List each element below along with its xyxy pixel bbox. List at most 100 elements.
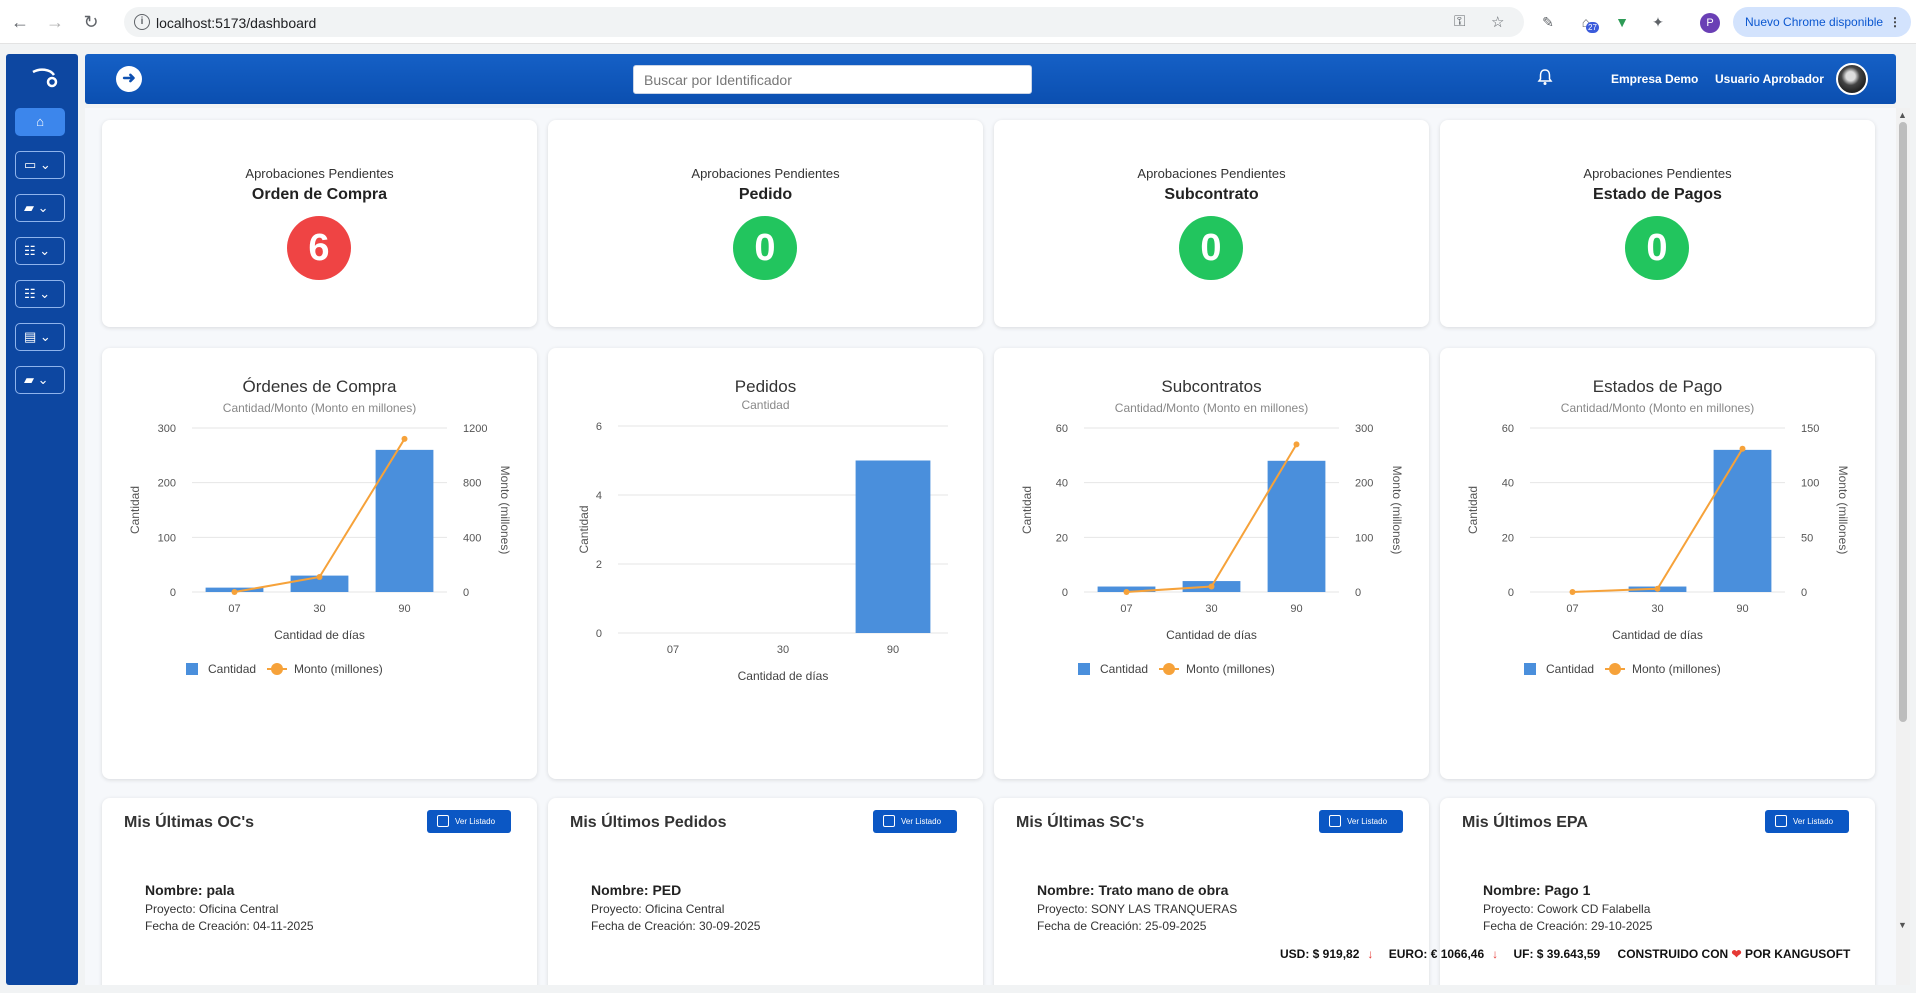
app-logo-icon[interactable] [30,66,58,90]
password-key-icon[interactable]: ⚿ [1454,13,1466,30]
ver-listado-label: Ver Listado [901,817,942,826]
company-name[interactable]: Empresa Demo [1611,72,1699,86]
line-point [1123,589,1130,595]
y-tick-label: 300 [158,423,176,435]
sidebar-money-menu[interactable]: ▤ ⌄ [15,323,65,351]
line-point [1208,583,1215,590]
scrollbar-thumb[interactable] [1899,122,1907,722]
sidebar-monitor-menu[interactable]: ▭ ⌄ [15,151,65,179]
more-menu-icon[interactable]: ⋮ [1889,15,1901,29]
forward-icon[interactable]: → [46,12,64,32]
y-tick-label: 0 [1508,587,1514,599]
legend-swatch-cantidad [1524,663,1536,675]
chrome-update-label: Nuevo Chrome disponible [1745,15,1884,29]
line-point [231,589,238,595]
legend-label-cantidad: Cantidad [1546,662,1594,676]
ver-listado-button[interactable]: Ver Listado [1319,810,1403,833]
list-item-project: Proyecto: Oficina Central [145,902,279,916]
y-tick-label: 6 [596,421,602,433]
chrome-update-button[interactable]: Nuevo Chrome disponible ⋮ [1733,7,1911,37]
sidebar-tree-menu[interactable]: ☷ ⌄ [15,237,65,265]
kpi-count-badge[interactable]: 0 [1179,216,1243,280]
sidebar-folder-menu[interactable]: ▰ ⌄ [15,194,65,222]
x-tick-label: 30 [1205,603,1217,615]
browser-toolbar: ← → ↻ i localhost:5173/dashboard ⚿ ☆ ✎ ⌂… [0,0,1916,44]
back-icon[interactable]: ← [11,12,29,32]
sidebar-folder-menu-2[interactable]: ▰ ⌄ [15,366,65,394]
eyedropper-extension-icon[interactable]: ✎ [1542,14,1554,30]
list-card-oc: Mis Últimas OC's Ver Listado Nombre: pal… [102,798,537,985]
y-axis-label: Cantidad [577,505,591,553]
x-tick-label: 07 [1120,603,1132,615]
list-item-name[interactable]: Nombre: Trato mano de obra [1037,882,1229,898]
legend-label-monto: Monto (millones) [1632,662,1721,676]
money-icon: ▤ [24,329,37,344]
y-axis-label: Cantidad [1020,486,1034,534]
sidebar-tree-menu-2[interactable]: ☷ ⌄ [15,280,65,308]
y2-tick-label: 100 [1801,478,1819,490]
legend-swatch-cantidad [186,663,198,675]
kpi-count-badge[interactable]: 0 [733,216,797,280]
url-text[interactable]: localhost:5173/dashboard [156,15,317,31]
bookmark-star-icon[interactable]: ☆ [1491,14,1505,31]
x-tick-label: 07 [667,644,679,656]
bar [375,449,434,592]
y2-tick-label: 0 [463,587,469,599]
legend-label-cantidad: Cantidad [1100,662,1148,676]
profile-avatar[interactable]: P [1700,13,1720,33]
notification-bell-icon[interactable] [1537,68,1553,91]
ver-listado-button[interactable]: Ver Listado [873,810,957,833]
monitor-icon: ▭ [24,157,37,172]
chart-card-pedidos: Pedidos Cantidad 0 2 4 6 Cantidad 07 30 90 Cantida… [548,348,983,779]
ver-listado-button[interactable]: Ver Listado [1765,810,1849,833]
scroll-down-icon[interactable]: ▼ [1898,920,1907,930]
list-title: Mis Últimos EPA [1462,814,1588,831]
chart-title: Subcontratos [1161,377,1261,396]
y2-axis-label: Monto (millones) [498,466,512,555]
search-input[interactable] [633,65,1032,94]
line-point [1739,445,1746,452]
legend-swatch-cantidad [1078,663,1090,675]
list-title: Mis Últimas SC's [1016,814,1145,831]
sidebar-home-button[interactable]: ⌂ [15,108,65,136]
x-tick-label: 90 [398,603,410,615]
kpi-title: Subcontrato [1164,186,1259,203]
user-name[interactable]: Usuario Aprobador [1715,72,1824,86]
chart-card-ordenes: Órdenes de Compra Cantidad/Monto (Monto e… [102,348,537,779]
x-tick-label: 90 [1290,603,1302,615]
scroll-up-icon[interactable]: ▲ [1898,110,1907,120]
list-item-name[interactable]: Nombre: pala [145,882,235,898]
reload-icon[interactable]: ↻ [83,12,99,32]
chevron-down-icon: ⌄ [39,157,51,172]
built-with-suffix: POR KANGUSOFT [1744,947,1851,961]
arrow-right-icon[interactable]: ➜ [116,66,142,92]
kpi-title: Estado de Pagos [1593,186,1722,203]
page-scrollbar[interactable]: ▲ ▼ [1896,108,1910,985]
y2-tick-label: 800 [463,478,481,490]
tree-icon: ☷ [24,243,36,258]
user-avatar[interactable] [1836,63,1868,95]
extensions-puzzle-icon[interactable]: ✦ [1652,14,1664,30]
x-tick-label: 07 [1566,603,1578,615]
external-link-icon [883,815,895,827]
top-header: ➜ Empresa Demo Usuario Aprobador [85,54,1896,104]
kpi-card-pedido: Aprobaciones Pendientes Pedido 0 [548,120,983,327]
chart-title: Estados de Pago [1593,377,1722,396]
y-tick-label: 0 [170,587,176,599]
kpi-count-badge[interactable]: 0 [1625,216,1689,280]
heart-icon: ❤ [1731,947,1742,961]
list-item-date: Fecha de Creación: 04-11-2025 [145,919,314,933]
bar [855,460,931,633]
list-card-sc: Mis Últimas SC's Ver Listado Nombre: Tra… [994,798,1429,985]
list-item-name[interactable]: Nombre: Pago 1 [1483,882,1591,898]
euro-rate: EURO: € 1066,46 [1388,947,1485,961]
ver-listado-button[interactable]: Ver Listado [427,810,511,833]
x-axis-label: Cantidad de días [1166,628,1257,642]
site-info-icon[interactable]: i [134,14,150,30]
address-bar[interactable]: i localhost:5173/dashboard ⚿ ☆ [124,7,1524,37]
list-item-name[interactable]: Nombre: PED [591,882,682,898]
vue-devtools-icon[interactable]: ▼ [1615,14,1629,30]
chart-ordenes-compra: Órdenes de Compra Cantidad/Monto (Monto e… [128,377,512,676]
extension-badge-icon[interactable]: ⌂ 27 [1581,14,1599,33]
kpi-count-badge[interactable]: 6 [287,216,351,280]
